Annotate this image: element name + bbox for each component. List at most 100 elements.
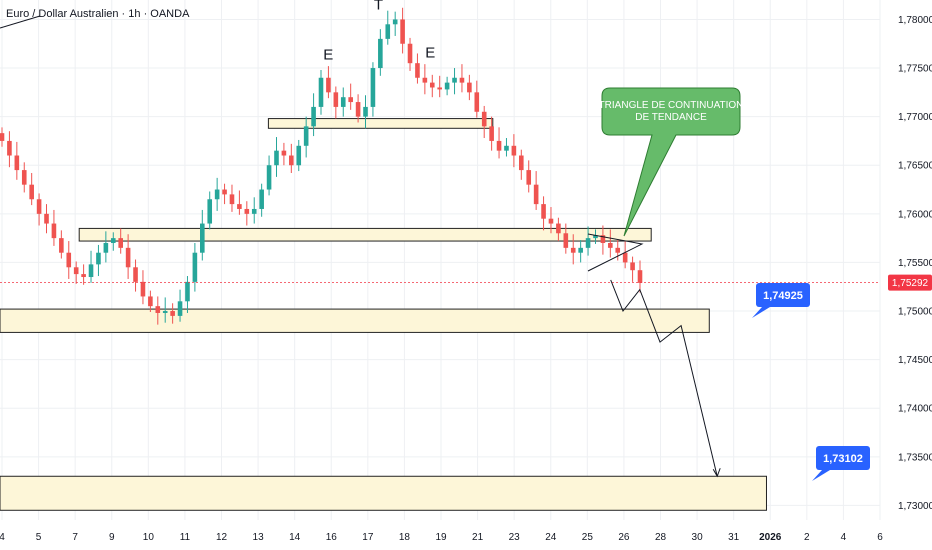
callout-text: DE TENDANCE (635, 112, 707, 123)
candle-body (593, 235, 598, 239)
candle-body (504, 145, 509, 151)
target-tag-pointer (752, 307, 770, 318)
x-tick-label: 26 (618, 532, 630, 543)
last-price-tag (888, 274, 932, 291)
candle-body (608, 242, 613, 248)
candle-body (303, 126, 309, 146)
candle-body (615, 247, 621, 253)
candle-body (526, 170, 532, 185)
x-tick-label: 12 (216, 532, 228, 543)
candle-body (81, 274, 86, 278)
candle-body (237, 204, 242, 209)
candle-body (533, 184, 539, 205)
candle-body (281, 150, 287, 156)
candle-body (185, 281, 190, 302)
candle-body (244, 208, 250, 214)
candle-body (222, 189, 227, 195)
candle-body (103, 242, 109, 253)
candle-body (21, 170, 27, 185)
x-tick-label: 11 (180, 532, 191, 543)
candle-body (333, 92, 339, 107)
candle-body (133, 267, 138, 282)
candle-body (311, 106, 316, 127)
candle-body (96, 252, 101, 265)
x-tick-label: 5 (36, 532, 42, 543)
candle-body (192, 252, 198, 282)
y-tick-label: 1,73500 (898, 452, 932, 463)
target-tag-pointer (812, 470, 830, 481)
x-tick-label: 23 (509, 532, 521, 543)
candle-body (563, 233, 569, 248)
candle-body (452, 77, 457, 83)
candle-body (415, 63, 420, 78)
candle-body (519, 155, 524, 171)
candle-body (200, 223, 205, 253)
candle-body (622, 252, 628, 263)
candle-body (348, 97, 353, 103)
projection-path (610, 279, 718, 477)
x-tick-label: 14 (289, 532, 301, 543)
candle-body (155, 306, 161, 313)
candle-body (392, 19, 398, 25)
x-tick-label: 13 (253, 532, 265, 543)
x-tick-label: 6 (877, 532, 883, 543)
candle-body (340, 97, 346, 107)
candle-body (578, 247, 583, 253)
candle-body (467, 82, 472, 93)
candle-body (422, 77, 428, 83)
candle-body (266, 165, 272, 190)
target-tag-label: 1,73102 (823, 453, 863, 465)
candle-body (214, 189, 220, 200)
trend-line (0, 15, 41, 29)
x-tick-label: 10 (143, 532, 155, 543)
candle-body (407, 43, 413, 64)
candle-body (355, 102, 361, 117)
candle-body (481, 111, 487, 127)
candle-body (110, 238, 116, 243)
x-tick-label: 7 (72, 532, 78, 543)
candle-body (170, 311, 175, 316)
pattern-letter: T (374, 0, 383, 14)
candle-body (51, 223, 57, 239)
candle-body (370, 68, 376, 107)
y-tick-label: 1,77000 (898, 112, 932, 123)
target-price-tag: 1,74925 (752, 283, 810, 318)
y-tick-label: 1,78000 (898, 15, 932, 26)
candle-body (59, 238, 64, 253)
x-tick-label: 17 (362, 532, 374, 543)
x-tick-label: 4 (841, 532, 847, 543)
candle-body (548, 218, 554, 224)
candle-body (140, 281, 146, 297)
candle-body (14, 155, 20, 171)
candle-body (541, 204, 546, 219)
time-axis: 4 5 7 9 10 11 12 13 14 16 17 18 19 21 23 24 25 26 28 30 31 20… (0, 532, 883, 543)
candle-body (274, 150, 279, 166)
y-tick-label: 1,76000 (898, 209, 932, 220)
target-price-tag: 1,73102 (812, 446, 870, 481)
candle-body (162, 311, 168, 313)
x-tick-label: 21 (472, 532, 484, 543)
candle-body (459, 77, 465, 83)
price-zone (78, 227, 652, 242)
triangle-pattern (587, 233, 644, 272)
candle-body (7, 140, 12, 156)
pattern-letter: E (425, 44, 435, 61)
candle-body (496, 140, 502, 151)
y-tick-label: 1,75500 (898, 258, 932, 269)
candle-body (296, 145, 302, 166)
x-tick-label: 30 (692, 532, 704, 543)
candle-body (36, 199, 42, 214)
x-tick-label: 16 (326, 532, 338, 543)
candle-body (400, 19, 405, 44)
candle-body (259, 189, 264, 209)
candle-body (148, 296, 153, 307)
last-price-label: 1,75292 (892, 278, 929, 289)
candle-body (600, 235, 606, 243)
target-tag-label: 1,74925 (763, 290, 803, 302)
candle-body (429, 82, 435, 88)
candle-body (177, 301, 183, 316)
x-tick-label: 9 (109, 532, 115, 543)
callout-shape (601, 87, 741, 237)
